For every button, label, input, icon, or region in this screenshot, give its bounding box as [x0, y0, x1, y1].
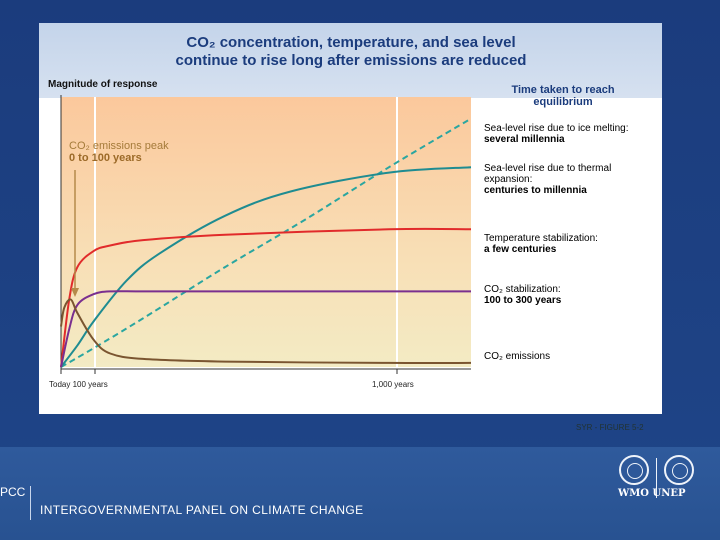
x-label-1000-years: 1,000 years [372, 380, 414, 389]
legend-title: Time taken to reach equilibrium [511, 84, 615, 108]
legend-box [478, 113, 647, 364]
y-axis-label: Magnitude of response [48, 79, 158, 90]
legend-timescale: centuries to millennia [484, 185, 587, 196]
figure-caption: SYR - FIGURE 5-2 [576, 423, 644, 432]
organization-name: INTERGOVERNMENTAL PANEL ON CLIMATE CHANG… [40, 503, 364, 517]
x-label-today-100-years: Today 100 years [49, 380, 108, 389]
footer-band [0, 447, 720, 540]
wmo-logo-icon [619, 455, 649, 485]
logo-divider [656, 458, 657, 498]
chart-title-line-1: CO₂ concentration, temperature, and sea … [186, 34, 516, 51]
legend-timescale: several millennia [484, 134, 565, 145]
series-line-sea-level-rise-due-to-ice-melting [60, 117, 472, 368]
series-line-sea-level-rise-due-to-thermal-expansion [60, 166, 472, 368]
series-line-co-emissions [60, 298, 472, 365]
peak-annotation-line-1: CO₂ emissions peak [69, 140, 169, 152]
peak-annotation-arrowhead [71, 288, 79, 297]
peak-annotation: CO₂ emissions peak 0 to 100 years [69, 140, 199, 164]
title-band [39, 23, 662, 98]
legend-item-temperature: Temperature stabilization: a few centurie… [484, 233, 646, 255]
legend-timescale: a few centuries [484, 244, 557, 255]
legend-label: CO₂ emissions [484, 351, 551, 362]
legend-label: Sea-level rise due to thermal expansion: [484, 163, 612, 185]
chart-title-line-2: continue to rise long after emissions ar… [175, 52, 527, 69]
legend-item-ice-melting: Sea-level rise due to ice melting: severa… [484, 123, 646, 145]
ipcc-label: PCC [0, 485, 26, 499]
legend-timescale: 100 to 300 years [484, 295, 562, 306]
legend-label: CO₂ stabilization: [484, 284, 561, 295]
series-line-temperature-stabilization [60, 227, 472, 368]
plot-area [61, 97, 471, 367]
legend-item-co2-stabilization: CO₂ stabilization: 100 to 300 years [484, 284, 646, 306]
legend-label: Sea-level rise due to ice melting: [484, 123, 629, 134]
logos-text: WMO UNEP [618, 488, 686, 499]
legend-label: Temperature stabilization: [484, 233, 598, 244]
legend-item-co2-emissions: CO₂ emissions [484, 351, 646, 362]
footer-divider [30, 486, 31, 520]
peak-annotation-line-2: 0 to 100 years [69, 152, 142, 164]
unep-logo-icon [664, 455, 694, 485]
legend-item-thermal-expansion: Sea-level rise due to thermal expansion:… [484, 163, 646, 196]
series-line-co-stabilization [60, 290, 471, 368]
